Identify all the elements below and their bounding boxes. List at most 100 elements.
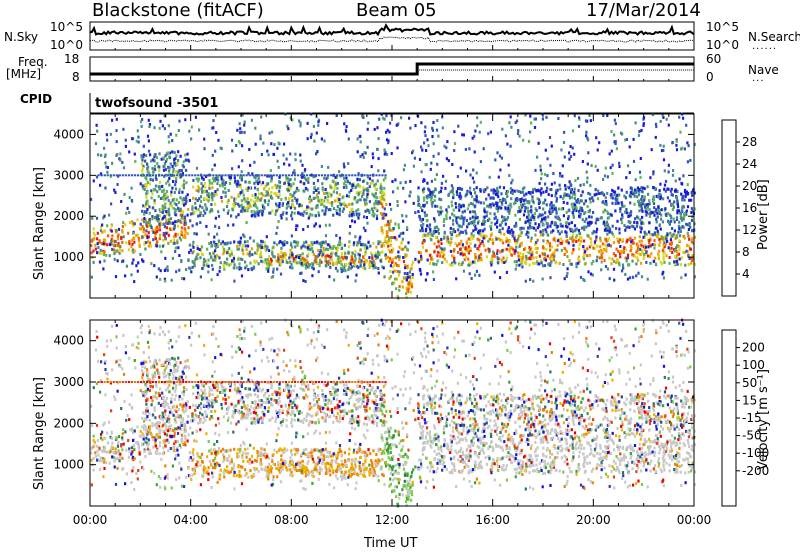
power-cell [516,132,520,136]
power-cell [288,256,291,260]
power-cell [335,253,338,257]
power-cell [296,201,299,205]
power-cell [325,247,328,251]
velocity-cell [185,387,188,391]
power-cell [271,209,274,213]
power-cell [665,235,668,239]
power-cell [131,261,134,265]
power-cell [445,260,448,264]
power-cell [569,236,572,240]
power-cell [685,190,688,194]
power-cell [663,169,666,173]
power-cell [226,257,229,261]
power-cell [437,228,440,231]
power-cell [111,161,114,165]
power-cell [690,198,693,202]
power-cell [257,213,260,217]
power-cell [219,184,222,188]
power-cell [146,162,149,166]
power-cell [92,231,95,235]
power-cell [168,177,171,180]
power-cell [421,209,424,213]
power-cell [312,124,315,128]
power-cell [649,232,652,236]
power-cell [593,193,596,197]
power-cell [276,208,280,211]
velocity-cell [158,415,161,419]
power-cell [155,241,158,245]
power-cell [343,182,346,186]
power-cell [402,186,405,190]
power-cell [559,241,562,245]
velocity-cell [142,359,146,363]
power-cell [629,236,632,240]
power-cell [306,137,309,141]
power-cell [613,190,617,194]
power-cell [206,174,209,177]
power-cell [384,213,387,217]
power-cell [479,242,482,246]
power-cell [309,212,312,216]
power-cell [471,210,474,214]
power-cell [340,252,343,256]
power-cell [239,240,242,244]
power-cell [653,210,656,214]
power-cell [524,259,527,263]
power-cell [638,201,641,205]
power-cell [581,209,584,213]
velocity-cell [145,399,148,403]
power-cell [210,278,213,282]
power-cell [201,190,204,194]
power-cell [258,180,261,184]
power-cell [347,251,350,255]
power-cell [215,177,218,181]
power-cell [117,227,121,231]
power-cell [391,281,395,285]
power-cell [420,170,423,174]
power-cell [359,134,362,138]
power-cell [145,224,148,228]
power-cell [541,277,544,281]
power-cell [458,192,462,195]
power-cell [394,256,397,260]
power-cell [555,211,558,215]
power-cell [522,226,525,230]
power-cell [213,163,216,167]
power-cell [558,174,562,178]
power-cell [394,178,397,182]
power-cell [549,207,552,211]
power-cell [259,134,262,138]
power-cell [418,204,421,207]
power-cell [616,193,619,197]
power-cell [172,197,175,201]
power-cell [654,256,657,260]
power-cell [241,258,244,262]
power-cell [323,241,326,245]
power-cell [610,149,613,153]
power-cell [436,259,439,263]
power-cell [187,207,190,211]
power-cell [584,119,588,123]
power-cell [448,263,451,267]
power-cell [319,198,322,202]
power-cell [498,229,501,232]
power-cell [435,230,438,233]
power-cell [227,209,230,213]
power-cell [550,182,553,186]
power-cell [161,244,164,248]
power-cell [431,234,434,237]
power-cell [543,258,546,262]
power-cell [540,193,543,197]
power-cell [529,192,532,196]
power-cell [256,199,259,202]
power-cell [191,251,194,255]
power-cell [203,257,206,261]
power-cell [264,200,267,204]
power-cell [673,220,676,224]
power-cell [338,193,341,197]
power-cell [302,279,305,283]
power-cell [207,195,210,198]
power-cell [237,192,240,196]
power-cell [666,233,669,237]
power-cell [536,260,539,264]
